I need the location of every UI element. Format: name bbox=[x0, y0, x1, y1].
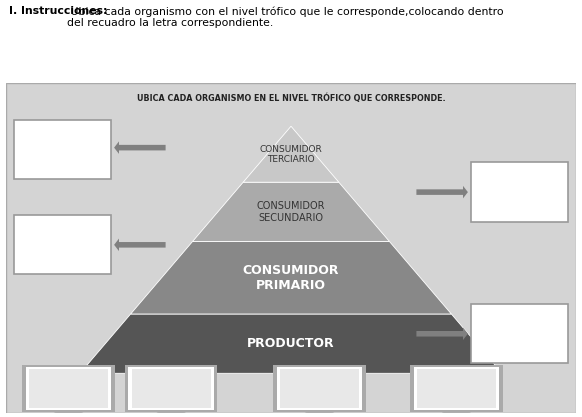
Text: CONSUMIDOR
TERCIARIO: CONSUMIDOR TERCIARIO bbox=[260, 145, 322, 164]
Bar bbox=[125, 365, 218, 412]
Bar bbox=[277, 367, 362, 409]
Bar bbox=[26, 367, 111, 409]
Text: A: A bbox=[64, 414, 73, 417]
Bar bbox=[132, 369, 211, 407]
Bar bbox=[410, 365, 503, 412]
Bar bbox=[274, 365, 365, 412]
Bar bbox=[471, 304, 567, 363]
Text: B: B bbox=[166, 414, 176, 417]
Polygon shape bbox=[193, 182, 389, 241]
Bar bbox=[471, 163, 567, 222]
FancyBboxPatch shape bbox=[441, 412, 472, 417]
Text: PRODUCTOR: PRODUCTOR bbox=[247, 337, 335, 350]
Polygon shape bbox=[80, 314, 502, 373]
Bar bbox=[29, 369, 108, 407]
Bar bbox=[15, 215, 111, 274]
Text: Ubica cada organismo con el nivel trófico que le corresponde,colocando dentro
de: Ubica cada organismo con el nivel trófic… bbox=[67, 6, 503, 28]
Bar bbox=[15, 120, 111, 179]
Bar bbox=[280, 369, 359, 407]
Text: D: D bbox=[452, 414, 462, 417]
Polygon shape bbox=[130, 241, 452, 314]
Bar bbox=[417, 369, 496, 407]
Text: CONSUMIDOR
SECUNDARIO: CONSUMIDOR SECUNDARIO bbox=[257, 201, 325, 223]
Bar bbox=[129, 367, 214, 409]
Text: C: C bbox=[315, 414, 324, 417]
FancyBboxPatch shape bbox=[156, 412, 187, 417]
Text: UBICA CADA ORGANISMO EN EL NIVEL TRÓFICO QUE CORRESPONDE.: UBICA CADA ORGANISMO EN EL NIVEL TRÓFICO… bbox=[137, 93, 445, 103]
Bar bbox=[414, 367, 499, 409]
Polygon shape bbox=[243, 126, 339, 182]
FancyBboxPatch shape bbox=[304, 412, 335, 417]
Text: CONSUMIDOR
PRIMARIO: CONSUMIDOR PRIMARIO bbox=[243, 264, 339, 292]
Bar bbox=[22, 365, 115, 412]
Text: I. Instrucciones:: I. Instrucciones: bbox=[9, 6, 107, 16]
FancyBboxPatch shape bbox=[53, 412, 84, 417]
